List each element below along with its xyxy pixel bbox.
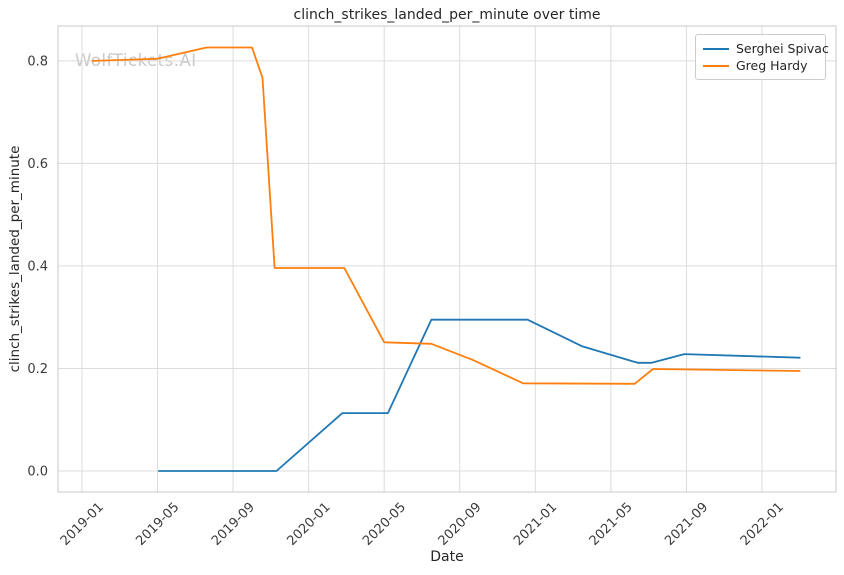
- x-tick-label: 2021-05: [587, 500, 636, 549]
- x-tick-labels: 2019-01 2019-05 2019-09 2020-01 2020-05 2020-…: [58, 500, 787, 549]
- legend-line-swatch-serghei-spivac: [703, 47, 729, 50]
- y-tick-label: 0.2: [27, 362, 48, 377]
- y-tick-label: 0.6: [27, 157, 48, 172]
- y-axis-label: clinch_strikes_landed_per_minute: [7, 145, 23, 373]
- x-tick-label: 2021-09: [662, 500, 711, 549]
- x-tick-label: 2020-05: [360, 500, 409, 549]
- y-tick-label: 0.0: [27, 464, 48, 479]
- legend-item-greg-hardy: Greg Hardy: [703, 57, 817, 74]
- y-tick-label: 0.4: [27, 259, 48, 274]
- series-line-serghei-spivac: [157, 318, 801, 472]
- x-tick-label: 2019-09: [209, 500, 258, 549]
- series-lines: [91, 46, 801, 472]
- legend-label-greg-hardy: Greg Hardy: [736, 58, 808, 73]
- x-tick-label: 2022-01: [738, 500, 787, 549]
- plot-border: [57, 25, 837, 493]
- gridlines: [58, 26, 836, 492]
- series-line-greg-hardy: [91, 46, 801, 385]
- x-tick-label: 2019-05: [133, 500, 182, 549]
- x-tick-label: 2019-01: [58, 500, 107, 549]
- x-axis-label: Date: [430, 549, 464, 565]
- y-tick-labels: 0.0 0.2 0.4 0.6 0.8: [27, 54, 48, 479]
- y-tick-label: 0.8: [27, 54, 48, 69]
- legend: Serghei Spivac Greg Hardy: [695, 34, 829, 80]
- chart-title: clinch_strikes_landed_per_minute over ti…: [293, 7, 601, 23]
- legend-item-serghei-spivac: Serghei Spivac: [703, 40, 829, 57]
- x-tick-label: 2021-01: [511, 500, 560, 549]
- legend-label-serghei-spivac: Serghei Spivac: [736, 41, 829, 56]
- x-tick-label: 2020-01: [284, 500, 333, 549]
- legend-line-swatch-greg-hardy: [703, 64, 729, 67]
- x-tick-label: 2020-09: [436, 500, 485, 549]
